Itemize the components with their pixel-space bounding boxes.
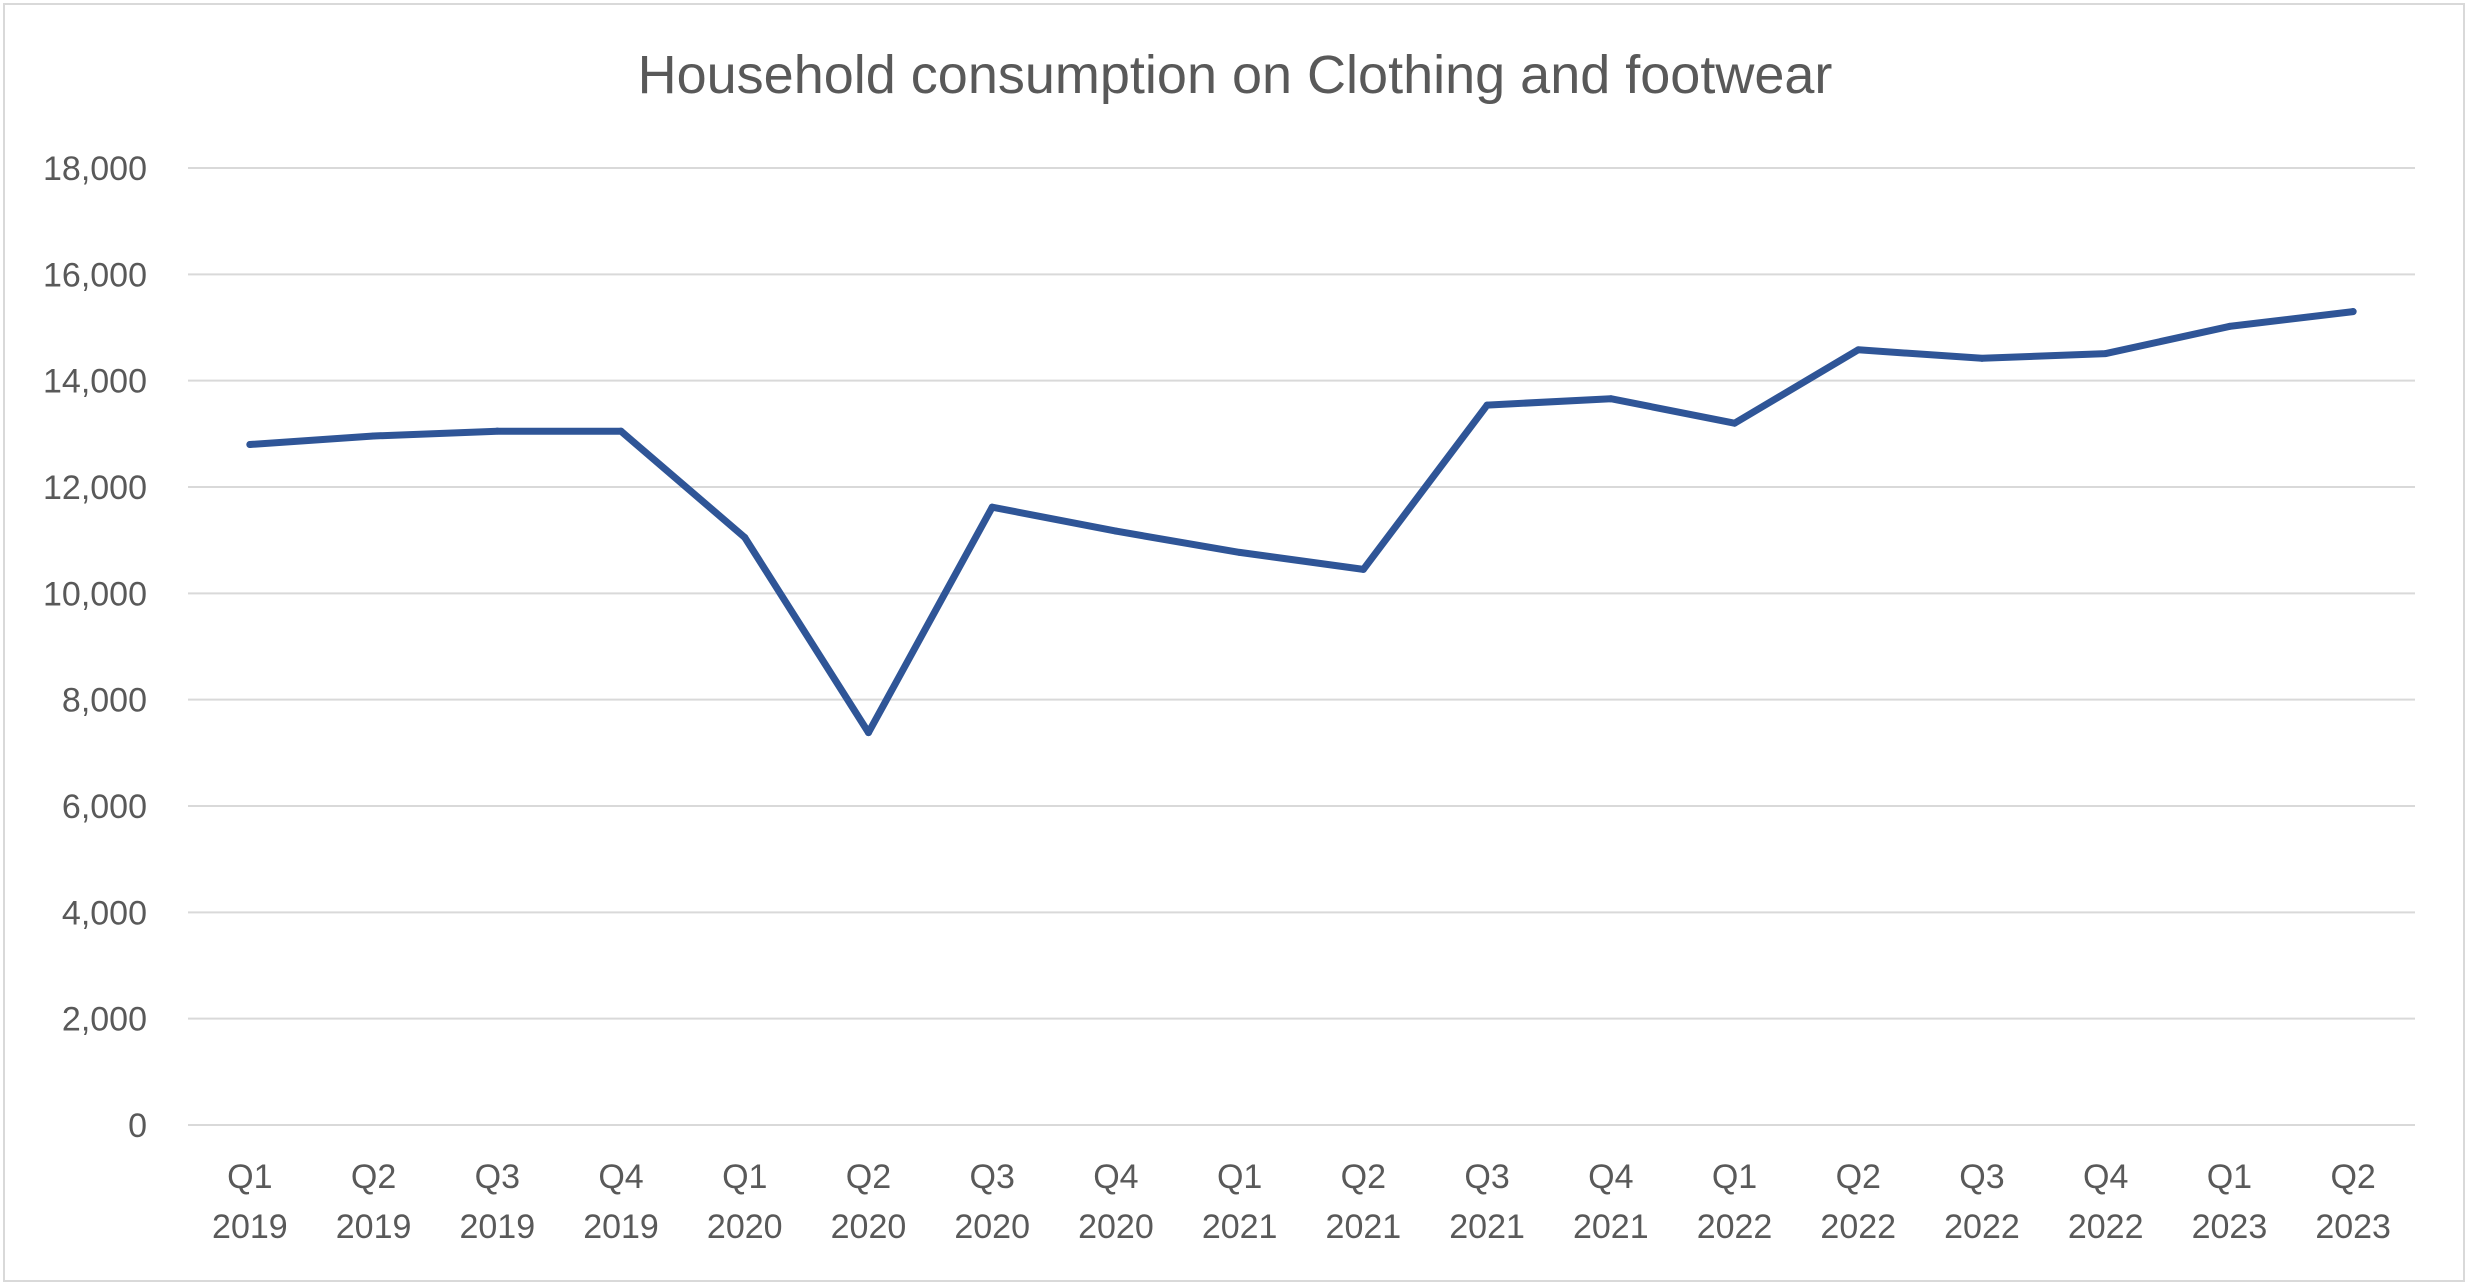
y-tick-label: 14,000 <box>43 363 147 401</box>
x-tick-label-year: 2022 <box>1820 1208 1896 1246</box>
x-tick-label-quarter: Q1 <box>722 1158 767 1196</box>
data-point <box>864 729 872 737</box>
x-tick-label-quarter: Q2 <box>351 1158 396 1196</box>
series-layer <box>246 308 2357 737</box>
data-point <box>617 427 625 435</box>
x-tick-label-quarter: Q3 <box>1959 1158 2004 1196</box>
data-point <box>1731 419 1739 427</box>
data-point <box>1359 565 1367 573</box>
x-tick-label-year: 2020 <box>954 1208 1030 1246</box>
data-point <box>2349 308 2357 316</box>
x-tick-label-quarter: Q4 <box>598 1158 643 1196</box>
data-point <box>1978 354 1986 362</box>
data-point <box>741 534 749 542</box>
x-tick-label-quarter: Q4 <box>1093 1158 1138 1196</box>
x-tick-label-quarter: Q2 <box>2330 1158 2375 1196</box>
x-tick-label-quarter: Q3 <box>970 1158 1015 1196</box>
data-point <box>988 503 996 511</box>
series-line <box>246 308 2357 737</box>
x-tick-label-year: 2022 <box>1944 1208 2020 1246</box>
data-point <box>2102 350 2110 358</box>
data-point <box>1236 548 1244 556</box>
x-tick-label-quarter: Q1 <box>1712 1158 1757 1196</box>
x-tick-label-year: 2019 <box>583 1208 659 1246</box>
data-point <box>1112 527 1120 535</box>
chart-title: Household consumption on Clothing and fo… <box>638 45 1833 105</box>
data-point <box>1854 346 1862 354</box>
data-point <box>1483 401 1491 409</box>
gridlines <box>188 167 2415 1126</box>
x-tick-label-quarter: Q2 <box>1341 1158 1386 1196</box>
x-tick-label-year: 2021 <box>1202 1208 1278 1246</box>
y-tick-label: 10,000 <box>43 575 147 613</box>
data-point <box>370 432 378 440</box>
x-tick-label-quarter: Q1 <box>2207 1158 2252 1196</box>
x-tick-label-year: 2022 <box>1697 1208 1773 1246</box>
chart-frame <box>3 3 2465 1282</box>
x-tick-label-quarter: Q4 <box>2083 1158 2128 1196</box>
x-tick-label-quarter: Q3 <box>1464 1158 1509 1196</box>
x-tick-label-quarter: Q1 <box>227 1158 272 1196</box>
x-tick-label-year: 2021 <box>1449 1208 1525 1246</box>
y-tick-label: 16,000 <box>43 256 147 294</box>
x-axis-tick-labels: Q1 2019 Q2 2019 Q3 2019 Q4 2019 Q1 2020 Q2 2020 Q3 20… <box>212 1158 2391 1246</box>
y-tick-label: 2,000 <box>62 1001 147 1039</box>
data-point <box>1607 395 1615 403</box>
x-tick-label-year: 2021 <box>1326 1208 1402 1246</box>
y-tick-label: 18,000 <box>43 150 147 188</box>
x-tick-label-year: 2023 <box>2315 1208 2391 1246</box>
x-tick-label-quarter: Q3 <box>475 1158 520 1196</box>
x-tick-label-quarter: Q2 <box>1836 1158 1881 1196</box>
data-point <box>493 427 501 435</box>
x-tick-label-quarter: Q4 <box>1588 1158 1633 1196</box>
y-tick-label: 4,000 <box>62 894 147 932</box>
y-tick-label: 12,000 <box>43 469 147 507</box>
x-tick-label-quarter: Q1 <box>1217 1158 1262 1196</box>
y-axis-tick-labels: 0 2,000 4,000 6,000 8,000 10,000 12,000 14,000 1… <box>43 150 147 1145</box>
x-tick-label-year: 2020 <box>1078 1208 1154 1246</box>
x-tick-label-year: 2022 <box>2068 1208 2144 1246</box>
x-tick-label-year: 2020 <box>707 1208 783 1246</box>
x-tick-label-year: 2023 <box>2192 1208 2268 1246</box>
x-tick-label-quarter: Q2 <box>846 1158 891 1196</box>
x-tick-label-year: 2019 <box>212 1208 288 1246</box>
y-tick-label: 8,000 <box>62 682 147 720</box>
y-tick-label: 0 <box>128 1107 147 1145</box>
data-point <box>2225 322 2233 330</box>
data-point <box>246 440 254 448</box>
x-tick-label-year: 2021 <box>1573 1208 1649 1246</box>
y-tick-label: 6,000 <box>62 788 147 826</box>
x-tick-label-year: 2019 <box>459 1208 535 1246</box>
x-tick-label-year: 2020 <box>831 1208 907 1246</box>
x-tick-label-year: 2019 <box>336 1208 412 1246</box>
